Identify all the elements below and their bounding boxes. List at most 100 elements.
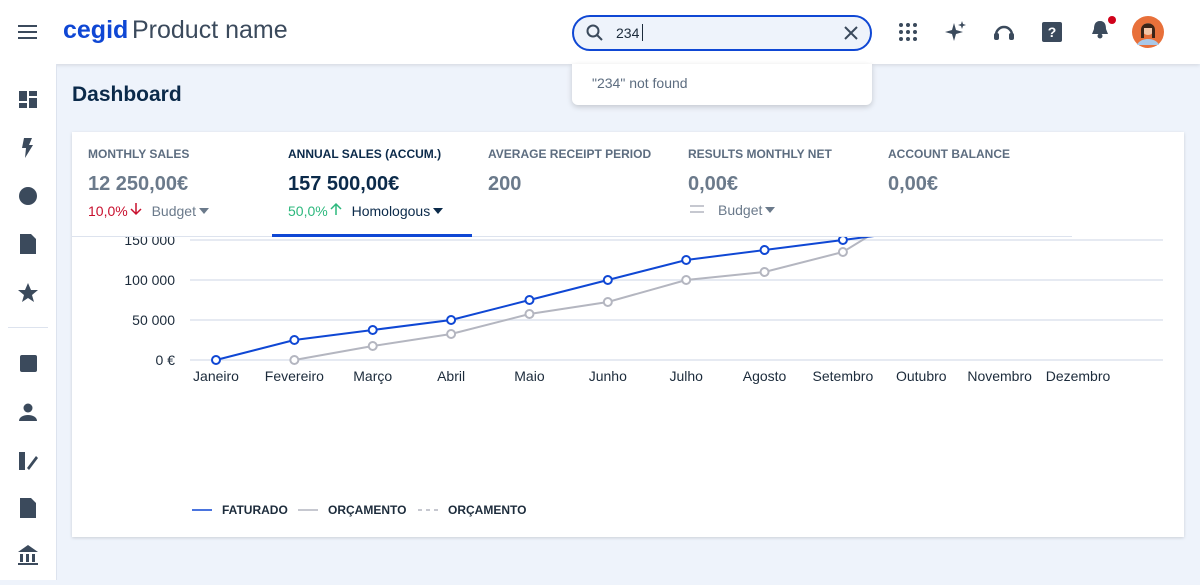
nav-user[interactable] <box>23 403 33 413</box>
menu-icon[interactable] <box>18 22 38 42</box>
kpi-value: 12 250,00€ <box>88 173 189 195</box>
point <box>602 297 613 307</box>
x-tick-label: Novembro <box>967 368 1032 384</box>
x-tick-label: Março <box>353 368 392 384</box>
kpi-comparison: Budget <box>151 203 196 219</box>
point <box>524 309 535 319</box>
kpi-tab[interactable]: ANNUAL SALES (ACCUM.) 157 500,00€ 50,0% … <box>288 147 448 219</box>
page-title: Dashboard <box>72 83 182 106</box>
point <box>759 245 770 255</box>
point <box>289 335 300 345</box>
sidebar <box>0 64 57 580</box>
active-tab-indicator <box>272 234 472 237</box>
nav-calculator[interactable] <box>20 355 37 372</box>
point <box>681 255 692 265</box>
kpi-label: ACCOUNT BALANCE <box>888 147 1010 161</box>
nav-history[interactable] <box>19 187 37 205</box>
nav-dashboard[interactable] <box>19 91 27 101</box>
kpi-value: 200 <box>488 173 522 195</box>
kpi-tab[interactable]: RESULTS MONTHLY NET 0,00€ Budget <box>688 147 832 218</box>
nav-flash[interactable] <box>22 138 33 158</box>
kpi-label: MONTHLY SALES <box>88 147 190 161</box>
legend-label: ORÇAMENTO <box>328 503 406 517</box>
apps-icon[interactable] <box>898 22 918 42</box>
nav-edit[interactable] <box>19 452 25 470</box>
search-dropdown: "234" not found <box>572 64 872 105</box>
legend-label: ORÇAMENTO <box>448 503 526 517</box>
dropdown-caret[interactable] <box>762 205 780 215</box>
x-tick-label: Outubro <box>896 368 947 384</box>
y-tick-label: 50 000 <box>132 312 175 328</box>
x-tick-label: Junho <box>589 368 627 384</box>
point <box>211 355 221 365</box>
x-tick-label: Dezembro <box>1046 368 1111 384</box>
point <box>681 275 692 285</box>
point <box>837 247 848 257</box>
nav-bank[interactable] <box>18 545 38 552</box>
search-query: 234 <box>616 25 640 41</box>
tabs-spacer <box>1072 132 1184 237</box>
dropdown-caret[interactable] <box>430 206 448 216</box>
point <box>524 295 535 305</box>
kpi-change: 50,0% <box>288 203 328 219</box>
point <box>289 355 300 365</box>
up-arrow <box>330 202 342 215</box>
tabs-divider <box>72 236 1072 237</box>
y-tick-label: 100 000 <box>124 272 175 288</box>
nav-favorites[interactable] <box>18 283 38 302</box>
nav-document[interactable] <box>20 234 36 254</box>
header: cegid Product name 234 ? <box>0 0 1200 64</box>
point <box>602 275 613 285</box>
x-tick-label: Setembro <box>813 368 874 384</box>
y-tick-label: 0 € <box>156 352 176 368</box>
notifications-icon[interactable] <box>1089 15 1117 43</box>
svg-text:?: ? <box>1048 24 1057 40</box>
legend-label: FATURADO <box>222 503 288 517</box>
kpi-comparison: Homologous <box>351 203 431 219</box>
support-icon[interactable] <box>993 21 1015 43</box>
search-icon <box>586 24 603 41</box>
kpi-comparison: Budget <box>718 202 763 218</box>
point <box>446 315 457 325</box>
kpi-tab[interactable]: MONTHLY SALES 12 250,00€ 10,0% Budget <box>88 147 214 219</box>
x-tick-label: Abril <box>437 368 465 384</box>
kpi-tab[interactable]: AVERAGE RECEIPT PERIOD 200 <box>488 147 651 196</box>
series-line <box>215 237 875 361</box>
point <box>367 341 378 351</box>
x-tick-label: Agosto <box>743 368 787 384</box>
dashboard-card: MONTHLY SALES 12 250,00€ 10,0% Budget AN… <box>72 132 1184 537</box>
brand: cegid <box>63 16 129 44</box>
search-box[interactable]: 234 <box>572 15 872 51</box>
point <box>759 267 770 277</box>
kpi-value: 0,00€ <box>688 173 739 195</box>
caret <box>642 24 643 41</box>
kpi-value: 157 500,00€ <box>288 173 400 195</box>
point <box>367 325 378 335</box>
clear-icon[interactable] <box>844 26 858 40</box>
y-tick-label: 150 000 <box>124 237 175 248</box>
search-result: "234" not found <box>592 75 688 91</box>
kpi-value: 0,00€ <box>888 173 939 195</box>
point <box>446 329 457 339</box>
kpi-tab[interactable]: ACCOUNT BALANCE 0,00€ <box>888 147 1010 196</box>
help-icon[interactable]: ? <box>1042 22 1062 42</box>
point <box>837 237 848 245</box>
kpi-change: 10,0% <box>88 203 128 219</box>
ai-icon[interactable] <box>945 21 967 43</box>
sidebar-icons <box>8 91 48 565</box>
avatar[interactable] <box>1132 16 1164 48</box>
kpi-label: ANNUAL SALES (ACCUM.) <box>288 147 442 161</box>
x-tick-label: Janeiro <box>193 368 239 384</box>
down-arrow <box>130 203 142 216</box>
product-name: Product name <box>132 16 288 44</box>
kpi-label: RESULTS MONTHLY NET <box>688 147 832 161</box>
x-tick-label: Fevereiro <box>265 368 324 384</box>
x-tick-label: Maio <box>514 368 545 384</box>
kpi-label: AVERAGE RECEIPT PERIOD <box>488 147 652 161</box>
equal-icon <box>690 205 704 213</box>
x-tick-label: Julho <box>669 368 703 384</box>
nav-taxes[interactable] <box>20 498 36 518</box>
dropdown-caret[interactable] <box>196 206 214 216</box>
